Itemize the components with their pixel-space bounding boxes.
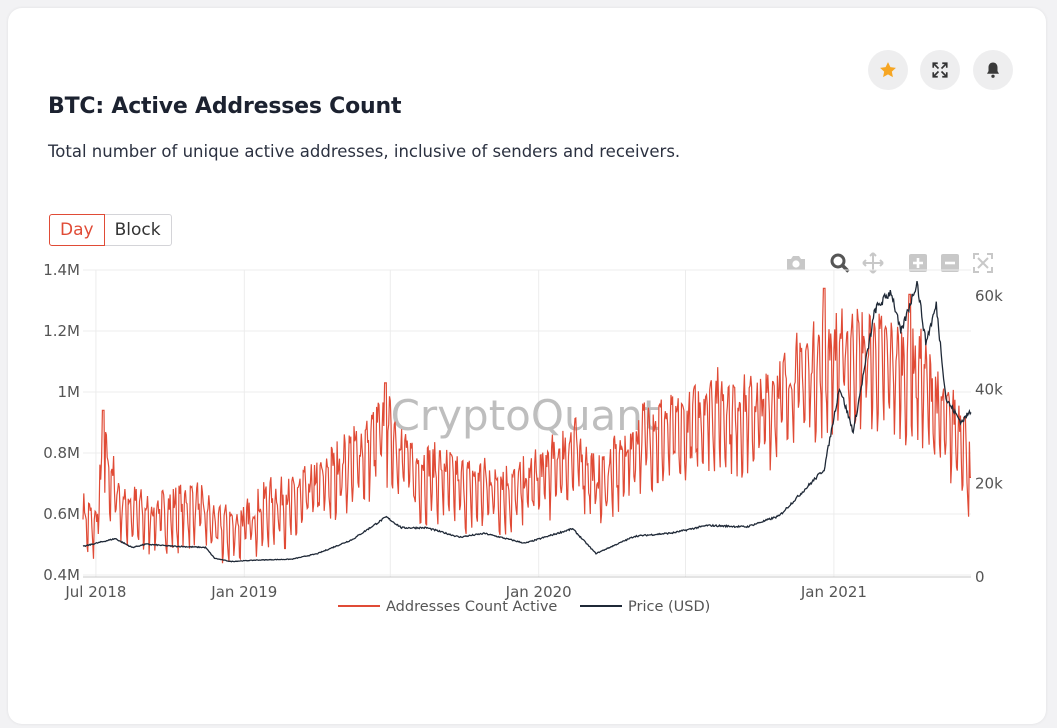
legend-label-price[interactable]: Price (USD) — [628, 599, 710, 615]
x-tick-label: Jul 2018 — [64, 583, 126, 601]
y-right-tick-label: 40k — [975, 381, 1003, 399]
fullscreen-button[interactable] — [920, 50, 960, 90]
legend-label-addresses[interactable]: Addresses Count Active — [386, 599, 557, 615]
block-option[interactable]: Block — [104, 214, 172, 246]
favorite-button[interactable] — [868, 50, 908, 90]
y-left-tick-label: 1M — [58, 383, 81, 401]
x-tick-label: Jan 2020 — [505, 583, 572, 601]
series-addresses-line — [82, 287, 971, 564]
series-price-line — [82, 280, 972, 563]
alert-button[interactable] — [973, 50, 1013, 90]
y-left-tick-label: 1.2M — [43, 322, 80, 340]
watermark: CryptoQuant — [391, 391, 660, 440]
chart-subtitle: Total number of unique active addresses,… — [48, 142, 681, 161]
expand-icon — [932, 62, 948, 78]
chart-axes: 1.4M 1.2M 1M 0.8M 0.6M 0.4M 60k 40k 20k 0 Jul 2018… — [43, 261, 1003, 601]
x-tick-label: Jan 2019 — [210, 583, 277, 601]
y-left-tick-label: 0.4M — [43, 566, 80, 584]
y-left-tick-label: 1.4M — [43, 261, 80, 279]
chart-legend: Addresses Count Active Price (USD) — [338, 599, 710, 615]
bell-icon — [987, 62, 999, 78]
camera-icon[interactable] — [784, 251, 808, 275]
y-right-tick-label: 20k — [975, 474, 1003, 492]
day-option[interactable]: Day — [49, 214, 105, 246]
star-icon — [880, 62, 896, 78]
autoscale-icon[interactable] — [971, 251, 995, 275]
y-right-tick-label: 0 — [975, 568, 985, 586]
zoom-in-icon[interactable] — [906, 251, 930, 275]
zoom-out-icon[interactable] — [938, 251, 962, 275]
x-tick-label: Jan 2021 — [800, 583, 867, 601]
y-left-tick-label: 0.6M — [43, 505, 80, 523]
pan-icon[interactable] — [861, 251, 885, 275]
y-right-tick-label: 60k — [975, 287, 1003, 305]
y-left-tick-label: 0.8M — [43, 444, 80, 462]
interval-toggle: Day Block — [49, 214, 172, 246]
chart-title: BTC: Active Addresses Count — [48, 94, 402, 119]
